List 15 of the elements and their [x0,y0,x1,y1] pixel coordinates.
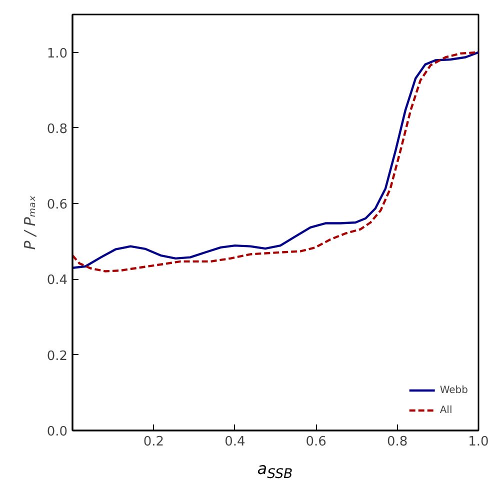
y-tick-label: 0.8 [46,122,68,137]
x-tick-label: 0.6 [306,434,326,450]
x-tick-label: 0.2 [143,434,164,450]
legend-label: Webb [440,384,468,396]
legend-label: All [440,404,454,416]
y-tick-label: 1.0 [46,46,68,62]
y-tick-label: 0.6 [46,198,68,213]
y-tick-label: 0.2 [46,348,68,364]
x-tick-label: 0.8 [386,434,408,450]
x-tick-label: 0.4 [224,434,246,450]
x-axis-title: a$_{SSB}$ [256,458,294,484]
y-axis-title: P / Pₘₐₓ [20,194,39,250]
y-tick-label: 0.4 [46,273,68,288]
y-tick-label: 0.0 [46,424,68,440]
x-tick-label: 1.0 [468,434,489,450]
